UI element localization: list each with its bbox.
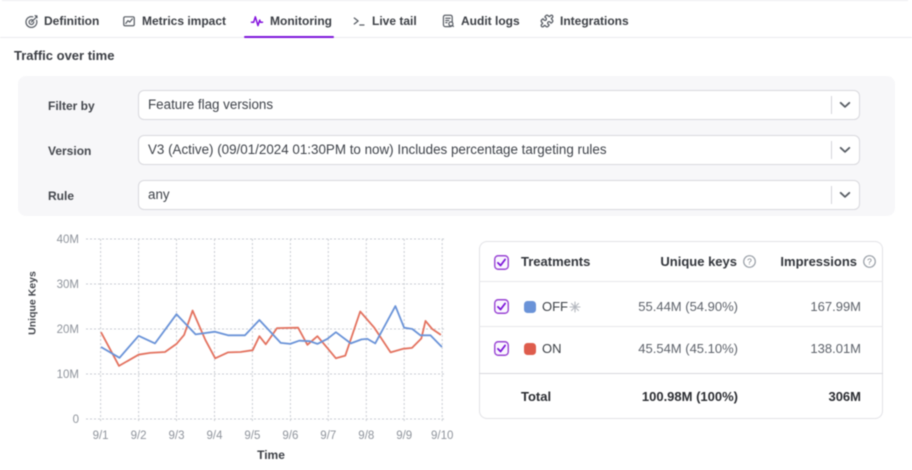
svg-text:9/7: 9/7 [320, 430, 336, 442]
svg-text:Time: Time [257, 448, 285, 462]
svg-text:9/1: 9/1 [93, 430, 109, 442]
svg-text:9/8: 9/8 [358, 430, 374, 442]
svg-text:10M: 10M [57, 369, 79, 381]
svg-text:Unique Keys: Unique Keys [27, 271, 39, 335]
svg-text:40M: 40M [57, 234, 79, 246]
svg-text:?: ? [747, 256, 752, 266]
svg-text:9/3: 9/3 [169, 430, 185, 442]
svg-text:9/10: 9/10 [431, 430, 453, 442]
svg-text:30M: 30M [57, 279, 79, 291]
svg-text:9/2: 9/2 [131, 430, 147, 442]
svg-text:20M: 20M [57, 324, 79, 336]
svg-text:9/9: 9/9 [396, 430, 412, 442]
svg-text:9/5: 9/5 [244, 430, 260, 442]
svg-text:0: 0 [73, 414, 79, 426]
svg-text:?: ? [867, 256, 872, 266]
svg-text:9/6: 9/6 [282, 430, 298, 442]
svg-text:9/4: 9/4 [207, 430, 224, 442]
